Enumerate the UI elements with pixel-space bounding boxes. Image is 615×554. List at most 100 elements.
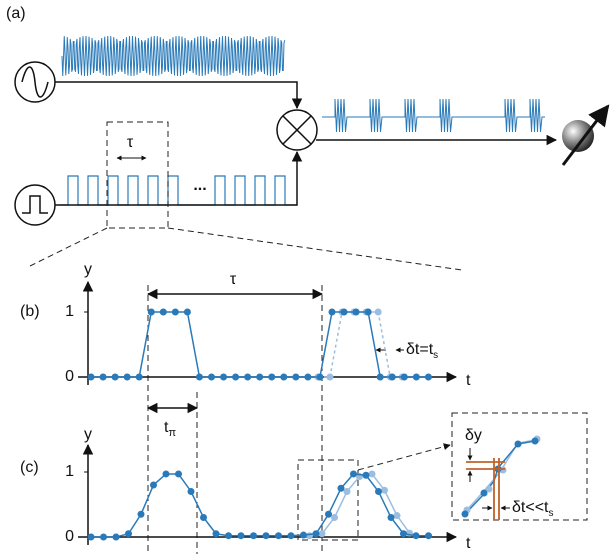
zoom-line xyxy=(358,445,450,470)
signal-point xyxy=(425,374,432,381)
signal-point xyxy=(136,374,143,381)
signal-point xyxy=(175,470,182,477)
signal-point xyxy=(112,374,119,381)
signal-point xyxy=(350,470,357,477)
shifted-point xyxy=(375,309,382,316)
signal-point xyxy=(388,514,395,521)
signal-point xyxy=(275,532,282,539)
delta-label: δt<<ts xyxy=(512,499,553,518)
shifted-point xyxy=(306,532,313,539)
delta-label: δt=ts xyxy=(406,341,438,360)
dy-label: δy xyxy=(465,427,482,444)
signal-point xyxy=(413,532,420,539)
signal-point xyxy=(172,309,179,316)
signal-point xyxy=(160,309,167,316)
signal-point xyxy=(400,530,407,537)
figure: (a) ... τ (b) y t τ tπ δt=ts 0 1 (c) y t xyxy=(0,0,615,554)
wire xyxy=(55,152,297,205)
inset: δy δt<<ts xyxy=(462,427,554,520)
x-axis-label: t xyxy=(466,372,471,389)
signal-point xyxy=(365,309,372,316)
signal-point xyxy=(150,482,157,489)
signal-point xyxy=(184,309,191,316)
panel-c: (c) y t δy δt<<ts 0 1 xyxy=(20,413,587,552)
signal-point xyxy=(256,374,263,381)
pulse-source xyxy=(15,185,55,225)
panel-a: (a) ... τ xyxy=(6,5,608,270)
ellipsis: ... xyxy=(193,177,206,194)
signal-point xyxy=(124,374,131,381)
signal-point xyxy=(232,374,239,381)
signal-point xyxy=(389,374,396,381)
signal-point xyxy=(250,532,257,539)
signal-point xyxy=(88,374,95,381)
signal-point xyxy=(338,485,345,492)
tau-label: τ xyxy=(230,271,237,288)
delta-sub: s xyxy=(548,508,553,519)
shifted-line xyxy=(310,474,410,536)
signal-point xyxy=(375,488,382,495)
signal-point xyxy=(196,374,203,381)
signal-point xyxy=(113,534,120,541)
signal-point xyxy=(313,530,320,537)
signal-point xyxy=(292,374,299,381)
signal-point xyxy=(163,470,170,477)
signal-point xyxy=(88,534,95,541)
y-axis-label: y xyxy=(84,261,92,278)
signal-point xyxy=(244,374,251,381)
signal-point xyxy=(208,374,215,381)
signal-point xyxy=(188,488,195,495)
y-tick-label: 1 xyxy=(65,463,74,480)
signal-point xyxy=(304,374,311,381)
signal-line xyxy=(91,474,429,537)
t-pi-sub: π xyxy=(168,427,176,439)
signal-point xyxy=(100,374,107,381)
signal-line xyxy=(91,312,428,377)
mixer-x xyxy=(283,116,311,144)
pulse-icon xyxy=(22,196,48,213)
signal-point xyxy=(425,532,432,539)
zoom-line xyxy=(168,228,462,270)
signal-point xyxy=(100,534,107,541)
signal-point xyxy=(288,532,295,539)
inset-dot xyxy=(515,441,522,448)
inset-dot xyxy=(532,438,539,445)
signal-point xyxy=(213,530,220,537)
signal-point xyxy=(125,530,132,537)
signal-point xyxy=(413,374,420,381)
signal-point xyxy=(377,374,384,381)
signal-point xyxy=(329,309,336,316)
signal-point xyxy=(238,532,245,539)
x-axis-label: t xyxy=(466,535,471,552)
signal-point xyxy=(225,532,232,539)
y-tick-label: 0 xyxy=(65,368,74,385)
inset-dot xyxy=(462,511,469,518)
shifted-point xyxy=(326,374,333,381)
t-pi-label: tπ xyxy=(164,419,176,439)
signal-point xyxy=(300,532,307,539)
pulse-train xyxy=(60,176,297,205)
zoom-box xyxy=(298,460,358,540)
signal-point xyxy=(341,309,348,316)
shifted-point xyxy=(381,487,388,494)
wire xyxy=(55,82,297,108)
guides xyxy=(148,285,322,554)
signal-point xyxy=(138,511,145,518)
zoom-box xyxy=(107,122,168,228)
y-tick-label: 1 xyxy=(65,303,74,320)
shifted-point xyxy=(319,530,326,537)
y-tick-label: 0 xyxy=(65,528,74,545)
panel-label: (a) xyxy=(6,5,26,22)
inset-dot xyxy=(481,490,488,497)
delta-sub: s xyxy=(433,350,438,361)
signal-point xyxy=(220,374,227,381)
panel-label: (b) xyxy=(20,303,40,320)
signal-point xyxy=(325,511,332,518)
tau-label: τ xyxy=(127,134,134,151)
y-axis-label: y xyxy=(84,426,92,443)
signal-point xyxy=(263,532,270,539)
output-bursts xyxy=(322,99,545,132)
shifted-point xyxy=(369,470,376,477)
panel-label: (c) xyxy=(20,459,39,476)
signal-point xyxy=(280,374,287,381)
